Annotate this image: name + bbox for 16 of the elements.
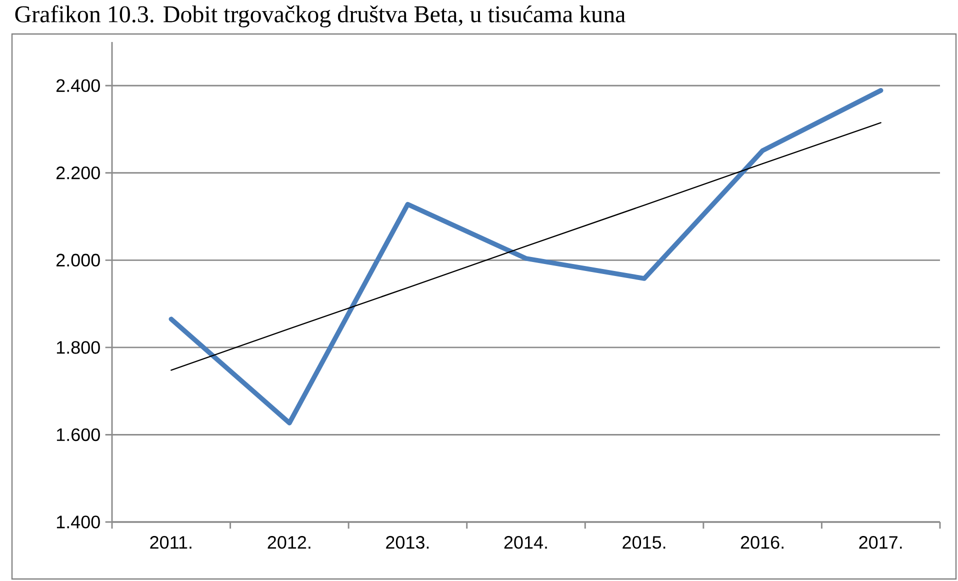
y-tick-label: 1.600 <box>56 428 100 442</box>
y-tick-label: 2.200 <box>56 166 100 180</box>
chart-title: Grafikon 10.3. Dobit trgovačkog društva Beta, u tisućama kuna <box>15 5 626 28</box>
y-tick-label: 2.000 <box>56 254 100 267</box>
x-tick-label: 2012. <box>268 536 310 549</box>
y-tick-label: 1.400 <box>56 516 100 528</box>
x-tick-label: 2016. <box>740 536 784 549</box>
x-tick-label: 2013. <box>386 536 429 549</box>
line-series <box>168 88 884 426</box>
y-tick-label: 2.400 <box>56 79 100 92</box>
x-tick-label: 2014. <box>504 536 547 549</box>
y-tick-label: 1.800 <box>56 341 100 354</box>
x-tick-label: 2011. <box>150 536 192 549</box>
line-series <box>170 122 882 371</box>
x-tick-label: 2017. <box>859 536 902 549</box>
x-tick-label: 2015. <box>622 536 666 549</box>
